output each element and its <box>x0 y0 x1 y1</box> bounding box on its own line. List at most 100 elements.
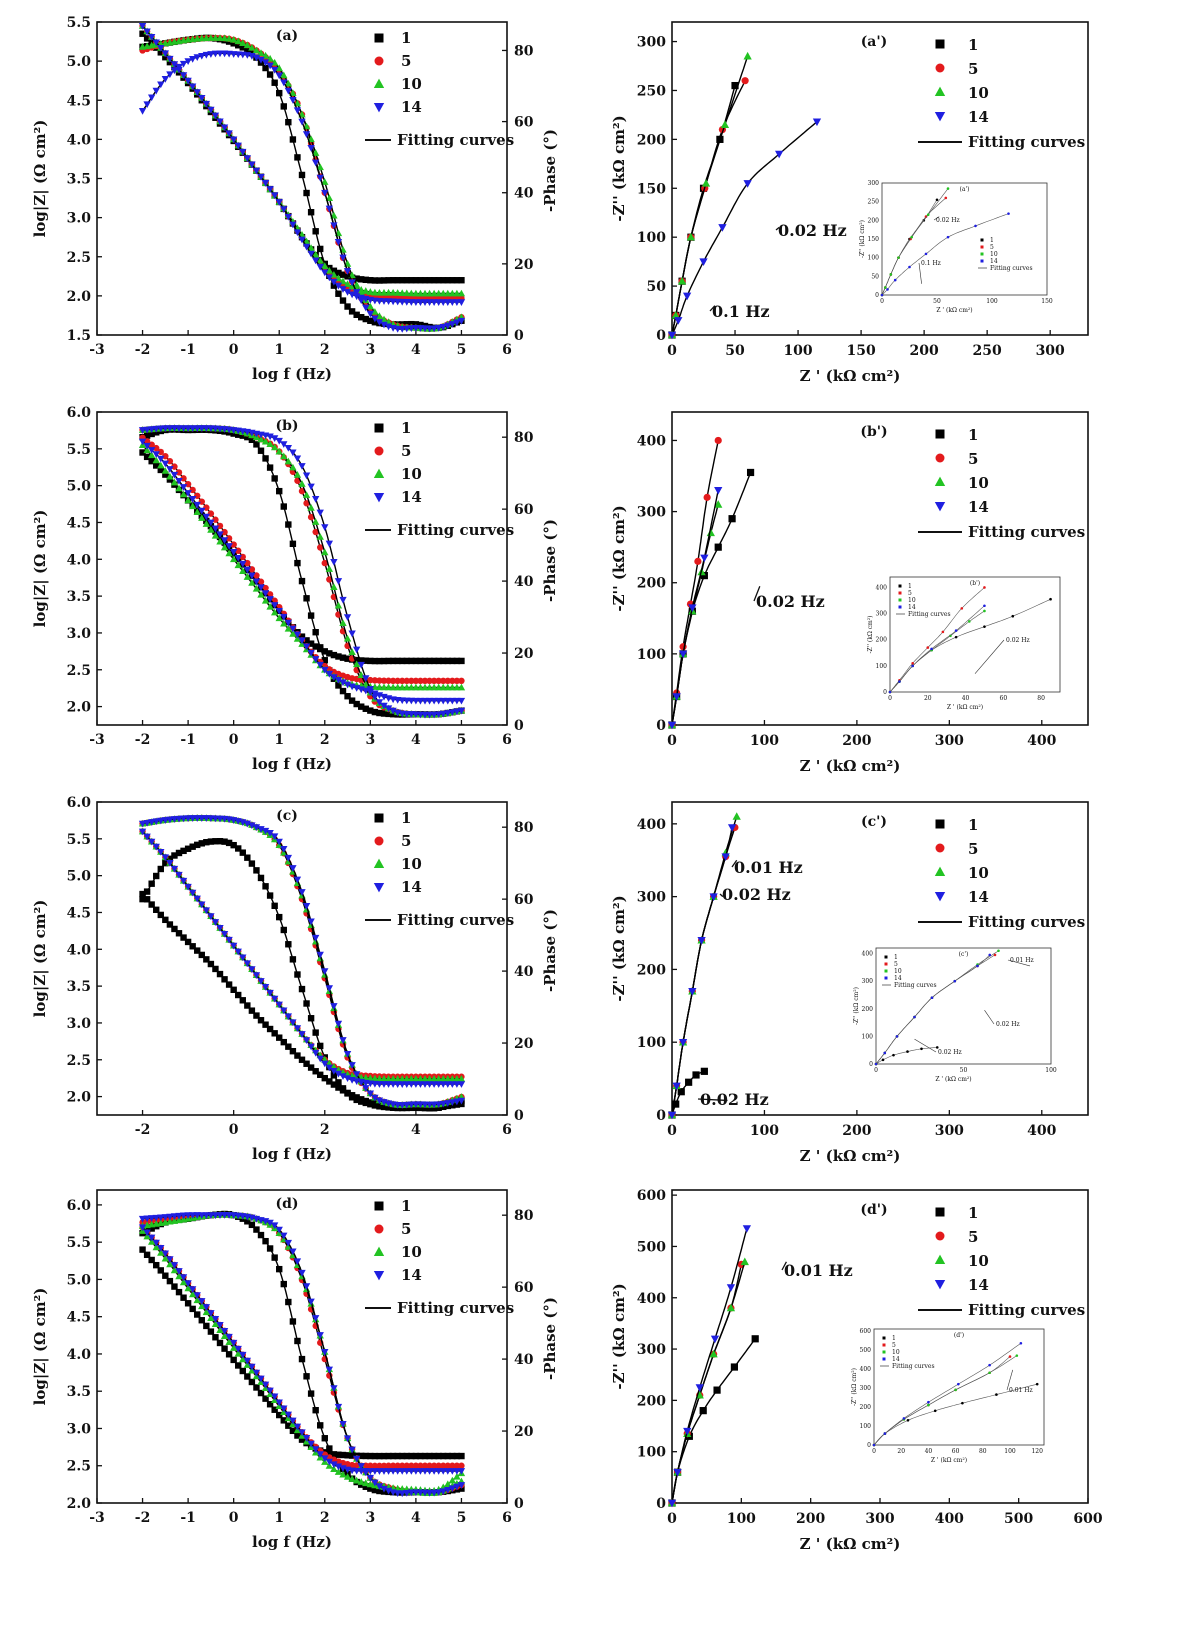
inset-marker-10 <box>983 609 986 613</box>
marker-phase-1 <box>298 577 306 585</box>
marker-phase-14 <box>289 97 297 104</box>
inset-x-tick-label: 0 <box>888 695 892 702</box>
marker-modulus-10 <box>321 262 329 270</box>
marker-modulus-14 <box>339 286 347 293</box>
marker-phase-1 <box>262 1237 269 1245</box>
marker-5 <box>714 436 722 445</box>
inset-marker-10 <box>926 213 930 217</box>
marker-phase-14 <box>261 827 270 835</box>
marker-phase-14 <box>261 59 270 67</box>
marker-phase-1 <box>353 700 360 708</box>
inset-y-tick-label: 100 <box>876 663 888 670</box>
marker-modulus-14 <box>316 661 324 669</box>
marker-modulus-5 <box>426 1462 433 1469</box>
marker-modulus-14 <box>348 291 356 299</box>
marker-phase-14 <box>439 710 447 718</box>
marker-phase-1 <box>271 475 278 482</box>
marker-phase-14 <box>352 289 361 296</box>
inset-marker-14 <box>902 1417 906 1420</box>
marker-phase-10 <box>257 435 265 443</box>
marker-modulus-5 <box>262 584 269 592</box>
legend-label-14: 14 <box>968 1276 989 1294</box>
marker-phase-14 <box>457 1482 466 1489</box>
marker-phase-10 <box>325 565 334 572</box>
marker-modulus-14 <box>239 954 247 962</box>
marker-modulus-14 <box>302 243 311 251</box>
inset-annotation-arrow <box>1006 1369 1014 1391</box>
marker-phase-14 <box>339 1037 347 1044</box>
marker-phase-14 <box>298 118 306 126</box>
marker-modulus-14 <box>243 1357 252 1365</box>
x-tick-label: 0 <box>229 342 239 358</box>
marker-modulus-10 <box>166 472 174 480</box>
marker-phase-14 <box>138 1215 147 1223</box>
marker-phase-1 <box>317 1422 324 1429</box>
marker-modulus-10 <box>293 635 302 642</box>
marker-phase-10 <box>225 34 233 42</box>
marker-14 <box>678 650 688 659</box>
inset-x-tick-label: 40 <box>925 1448 933 1455</box>
marker-modulus-14 <box>239 560 247 568</box>
marker-phase-10 <box>252 46 261 54</box>
x-tick-label: 5 <box>457 732 467 748</box>
marker-modulus-5 <box>207 510 215 517</box>
legend-label-14: 14 <box>401 488 422 506</box>
marker-1 <box>731 81 739 90</box>
marker-modulus-5 <box>426 677 433 685</box>
inset-marker-14 <box>893 278 897 282</box>
inset-y-tick-label: 600 <box>860 1328 872 1335</box>
inset-legend-label-5: 5 <box>908 590 912 597</box>
marker-modulus-14 <box>202 907 211 915</box>
marker-phase-14 <box>298 463 306 470</box>
marker-modulus-10 <box>170 1266 179 1274</box>
marker-phase-1 <box>312 1029 319 1036</box>
annotation-arrow <box>697 1098 728 1102</box>
marker-modulus-10 <box>407 289 416 297</box>
marker-modulus-14 <box>234 142 242 150</box>
marker-modulus-1 <box>385 277 392 284</box>
marker-phase-1 <box>358 314 365 321</box>
marker-modulus-10 <box>403 289 411 297</box>
annotation-arrow <box>753 586 761 602</box>
marker-phase-14 <box>444 322 452 330</box>
marker-modulus-14 <box>220 537 229 544</box>
marker-modulus-5 <box>408 677 415 685</box>
marker-phase-14 <box>170 1213 179 1221</box>
fit-curve-14 <box>671 490 719 726</box>
marker-phase-14 <box>334 1403 343 1411</box>
inset-marker-10 <box>946 187 950 190</box>
marker-phase-10 <box>261 437 270 445</box>
marker-phase-14 <box>439 1100 447 1108</box>
marker-phase-10 <box>239 39 247 46</box>
marker-phase-10 <box>321 178 329 185</box>
legend-label-10: 10 <box>401 855 422 873</box>
marker-phase-14 <box>407 1489 416 1497</box>
marker-14 <box>697 937 706 945</box>
fit-curve-modulus-5 <box>142 25 462 299</box>
y2-tick-label: 40 <box>514 1352 534 1368</box>
marker-modulus-14 <box>307 1043 315 1051</box>
marker-phase-1 <box>198 840 205 847</box>
marker-modulus-1 <box>157 466 164 474</box>
marker-modulus-14 <box>302 643 311 651</box>
marker-modulus-1 <box>212 1334 219 1341</box>
y2-tick-label: 0 <box>514 328 524 344</box>
legend-marker-5 <box>374 56 384 66</box>
marker-modulus-1 <box>143 1251 151 1259</box>
y-axis-label: -Z'' (kΩ cm²) <box>610 895 628 1001</box>
x-tick-label: 6 <box>502 732 512 748</box>
marker-modulus-1 <box>162 471 169 478</box>
marker-modulus-1 <box>257 1017 265 1024</box>
marker-phase-14 <box>425 711 434 719</box>
marker-phase-1 <box>148 1225 155 1232</box>
marker-phase-14 <box>166 1213 174 1221</box>
y-tick-label: 4.5 <box>67 1310 91 1326</box>
marker-modulus-5 <box>417 677 424 685</box>
marker-phase-14 <box>343 614 352 621</box>
marker-modulus-14 <box>184 883 192 891</box>
marker-modulus-14 <box>321 666 329 674</box>
marker-modulus-10 <box>275 614 283 622</box>
inset-legend-label-10: 10 <box>894 968 902 975</box>
legend-label-5: 5 <box>401 52 411 70</box>
